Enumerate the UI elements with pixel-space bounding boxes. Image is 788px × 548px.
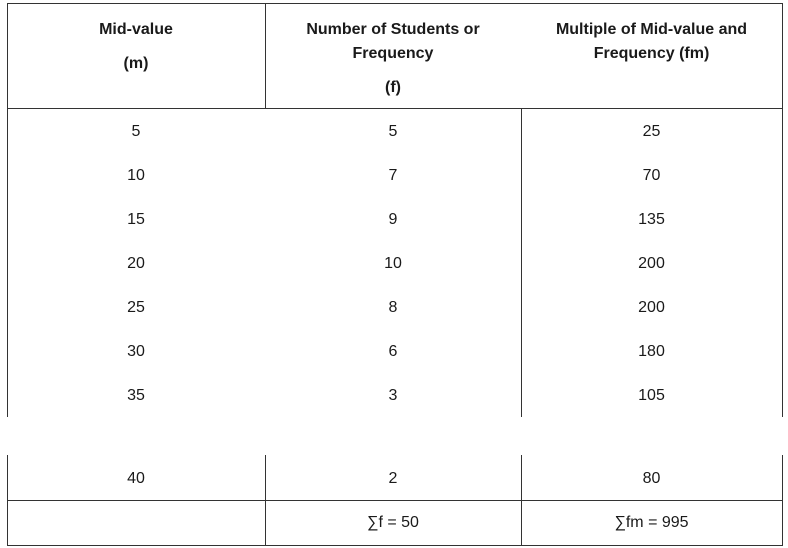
rule-right-a — [782, 3, 783, 417]
cell-m: 5 — [131, 123, 141, 140]
rule-col1-b — [265, 455, 266, 546]
total-fm: ∑fm = 995 — [614, 514, 689, 531]
cell-fm: 200 — [638, 255, 665, 272]
total-frequency: ∑f = 50 — [367, 514, 419, 531]
cell-f: 6 — [388, 343, 398, 360]
header-frequency-line3: (f) — [385, 79, 401, 96]
header-mid-value-line2: (m) — [123, 55, 149, 72]
cell-f: 8 — [388, 299, 398, 316]
header-frequency-line2: Frequency — [352, 45, 434, 62]
cell-f: 9 — [388, 211, 398, 228]
cell-m: 10 — [127, 167, 145, 184]
rule-col2-b — [521, 455, 522, 546]
header-frequency-line1: Number of Students or — [306, 21, 480, 38]
cell-f: 7 — [388, 167, 398, 184]
cell-f: 3 — [388, 387, 398, 404]
cell-fm: 180 — [638, 343, 665, 360]
header-mid-value: Mid-value (m) — [7, 18, 265, 76]
cell-m: 15 — [127, 211, 145, 228]
rule-totals-top — [7, 500, 783, 501]
cell-fm: 25 — [642, 123, 661, 140]
header-mid-value-line1: Mid-value — [99, 21, 173, 38]
header-fm-line2: Frequency (fm) — [593, 45, 710, 62]
cell-m: 30 — [127, 343, 145, 360]
cell-m: 20 — [127, 255, 145, 272]
rule-right-b — [782, 455, 783, 546]
header-fm: Multiple of Mid-value and Frequency (fm) — [521, 18, 782, 66]
cell-fm: 135 — [638, 211, 665, 228]
rule-left-b — [7, 455, 8, 546]
rule-col1-header — [265, 3, 266, 109]
cell-fm: 70 — [642, 167, 661, 184]
cell-m: 40 — [127, 470, 145, 487]
cell-f: 2 — [388, 470, 398, 487]
cell-m: 25 — [127, 299, 145, 316]
rule-header-bottom — [7, 108, 783, 109]
rule-bottom — [7, 545, 783, 546]
rule-left-a — [7, 3, 8, 417]
rule-col2-a — [521, 108, 522, 417]
header-frequency: Number of Students or Frequency (f) — [265, 18, 521, 100]
cell-f: 5 — [388, 123, 398, 140]
cell-m: 35 — [127, 387, 145, 404]
rule-top — [7, 3, 783, 4]
cell-f: 10 — [384, 255, 402, 272]
cell-fm: 105 — [638, 387, 665, 404]
header-fm-line1: Multiple of Mid-value and — [555, 21, 748, 38]
cell-fm: 200 — [638, 299, 665, 316]
cell-fm: 80 — [642, 470, 661, 487]
